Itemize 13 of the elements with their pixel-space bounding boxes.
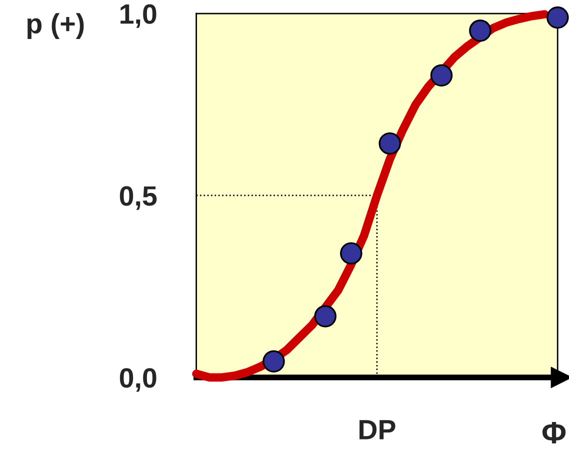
y-tick-label: 1,0 <box>120 4 156 28</box>
point <box>546 6 569 29</box>
y-axis-title: p (+) <box>28 13 84 40</box>
y-tick-label: 0,0 <box>120 368 156 392</box>
point <box>340 242 362 264</box>
point <box>430 64 453 87</box>
point <box>378 132 401 155</box>
y-tick-label: 0,5 <box>120 186 157 210</box>
x-tick-label: DP <box>360 420 396 440</box>
point <box>469 20 492 42</box>
point <box>262 350 285 373</box>
point <box>314 305 336 328</box>
x-axis-title: Φ <box>542 422 566 444</box>
